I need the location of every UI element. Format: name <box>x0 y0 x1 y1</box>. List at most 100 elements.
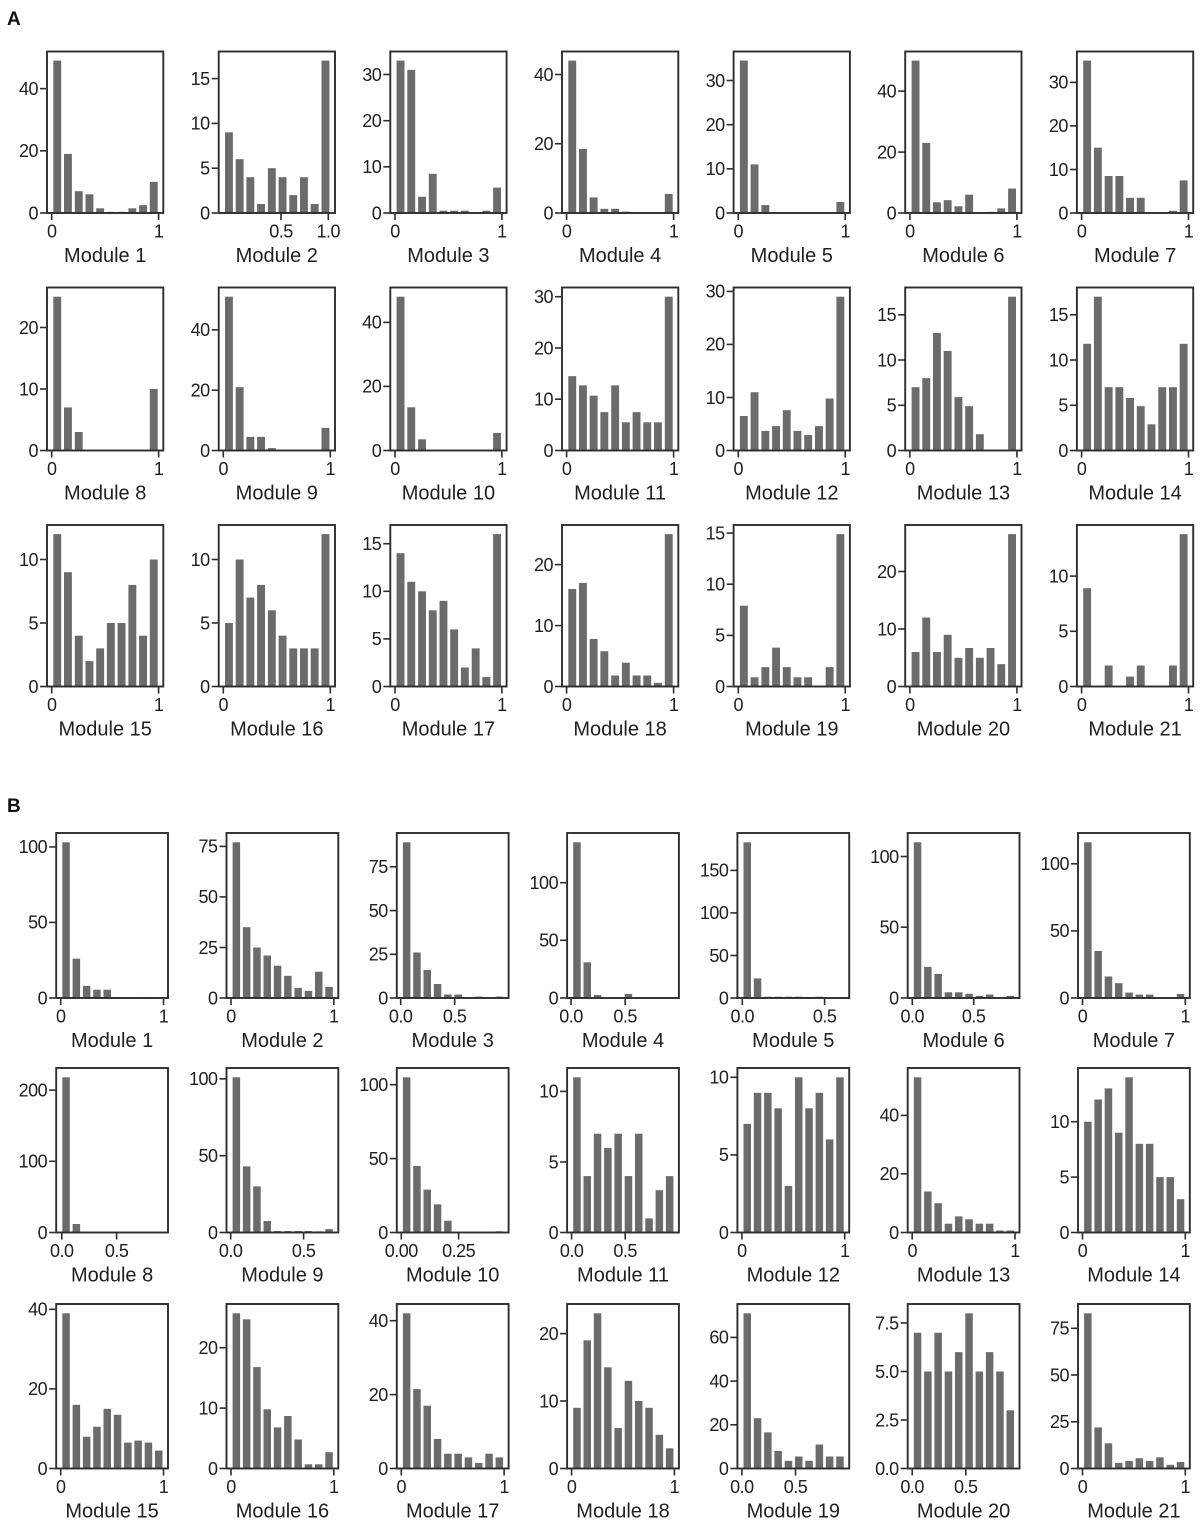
svg-text:0.5: 0.5 <box>962 1007 986 1027</box>
svg-text:40: 40 <box>191 320 211 340</box>
svg-text:0: 0 <box>219 695 229 715</box>
svg-text:0: 0 <box>38 988 48 1008</box>
svg-text:50: 50 <box>709 946 729 966</box>
svg-text:100: 100 <box>530 873 559 893</box>
svg-text:1: 1 <box>1184 459 1194 479</box>
svg-text:0: 0 <box>56 1007 66 1027</box>
svg-text:75: 75 <box>198 837 218 857</box>
svg-text:0: 0 <box>1058 677 1068 697</box>
svg-text:20: 20 <box>877 562 897 582</box>
svg-text:0.0: 0.0 <box>219 1241 243 1261</box>
svg-text:Module 19: Module 19 <box>747 1501 840 1523</box>
svg-text:1: 1 <box>154 459 164 479</box>
svg-text:100: 100 <box>19 1152 48 1172</box>
svg-text:0: 0 <box>549 1223 559 1243</box>
svg-text:15: 15 <box>191 69 211 89</box>
svg-text:Module 17: Module 17 <box>402 719 495 741</box>
svg-text:0: 0 <box>887 441 897 461</box>
svg-text:0.0: 0.0 <box>731 1007 755 1027</box>
svg-text:0: 0 <box>734 222 744 242</box>
svg-text:Module 9: Module 9 <box>241 1265 323 1287</box>
svg-text:10: 10 <box>709 1068 729 1088</box>
svg-text:10: 10 <box>191 550 211 570</box>
svg-text:Module 5: Module 5 <box>751 245 833 267</box>
svg-text:Module 1: Module 1 <box>64 245 146 267</box>
svg-text:Module 1: Module 1 <box>71 1030 153 1052</box>
svg-text:15: 15 <box>1049 305 1069 325</box>
svg-text:0.0: 0.0 <box>559 1007 583 1027</box>
svg-text:0: 0 <box>543 441 553 461</box>
svg-text:0: 0 <box>905 695 915 715</box>
svg-text:15: 15 <box>706 523 726 543</box>
svg-text:0.5: 0.5 <box>443 1007 467 1027</box>
svg-text:100: 100 <box>870 847 899 867</box>
svg-text:25: 25 <box>198 938 218 958</box>
svg-text:1: 1 <box>840 222 850 242</box>
svg-text:0: 0 <box>889 1223 899 1243</box>
svg-text:0.0: 0.0 <box>389 1007 413 1027</box>
svg-text:0: 0 <box>549 1459 559 1479</box>
svg-text:20: 20 <box>709 1415 729 1435</box>
svg-text:10: 10 <box>362 582 382 602</box>
svg-text:0: 0 <box>47 222 57 242</box>
svg-text:0: 0 <box>47 459 57 479</box>
svg-text:0: 0 <box>378 1459 388 1479</box>
svg-text:0: 0 <box>47 695 57 715</box>
svg-text:100: 100 <box>700 903 729 923</box>
svg-text:0: 0 <box>200 203 210 223</box>
svg-text:1.0: 1.0 <box>317 222 341 242</box>
svg-text:5: 5 <box>719 1145 729 1165</box>
svg-text:0: 0 <box>38 1223 48 1243</box>
svg-text:0: 0 <box>200 677 210 697</box>
svg-text:50: 50 <box>369 1149 389 1169</box>
svg-text:0: 0 <box>887 677 897 697</box>
svg-text:Module 6: Module 6 <box>922 1030 1004 1052</box>
svg-text:0: 0 <box>219 459 229 479</box>
svg-text:1: 1 <box>159 1477 169 1497</box>
svg-text:10: 10 <box>877 350 897 370</box>
svg-text:1: 1 <box>1181 1241 1191 1261</box>
svg-text:0: 0 <box>1077 459 1087 479</box>
svg-text:25: 25 <box>1050 1412 1070 1432</box>
svg-text:5: 5 <box>1059 1167 1069 1187</box>
svg-text:5: 5 <box>1058 622 1068 642</box>
svg-text:Module 17: Module 17 <box>406 1501 499 1523</box>
svg-text:1: 1 <box>840 1241 850 1261</box>
svg-text:0: 0 <box>226 1007 236 1027</box>
svg-text:20: 20 <box>362 377 382 397</box>
svg-text:Module 9: Module 9 <box>236 483 318 505</box>
svg-text:50: 50 <box>880 918 900 938</box>
svg-text:20: 20 <box>877 142 897 162</box>
svg-text:0: 0 <box>1078 1241 1088 1261</box>
svg-text:5: 5 <box>200 613 210 633</box>
svg-text:60: 60 <box>709 1328 729 1348</box>
svg-text:0: 0 <box>889 988 899 1008</box>
svg-text:0.5: 0.5 <box>269 222 293 242</box>
svg-text:0.00: 0.00 <box>385 1241 419 1261</box>
svg-text:0.5: 0.5 <box>613 1007 637 1027</box>
svg-text:0: 0 <box>715 441 725 461</box>
svg-text:B: B <box>7 796 21 817</box>
svg-text:1: 1 <box>1012 222 1022 242</box>
svg-text:50: 50 <box>539 931 559 951</box>
svg-text:0: 0 <box>549 988 559 1008</box>
svg-text:40: 40 <box>880 1106 900 1126</box>
svg-text:Module 8: Module 8 <box>64 483 146 505</box>
svg-text:0: 0 <box>567 1477 577 1497</box>
svg-text:Module 12: Module 12 <box>745 483 838 505</box>
svg-text:10: 10 <box>191 114 211 134</box>
svg-text:20: 20 <box>362 111 382 131</box>
svg-text:100: 100 <box>359 1075 388 1095</box>
svg-text:Module 18: Module 18 <box>576 1501 669 1523</box>
svg-text:20: 20 <box>1049 116 1069 136</box>
svg-text:200: 200 <box>19 1080 48 1100</box>
svg-text:10: 10 <box>1049 566 1069 586</box>
svg-text:0: 0 <box>734 459 744 479</box>
svg-text:0: 0 <box>378 1223 388 1243</box>
svg-text:1: 1 <box>329 1007 339 1027</box>
svg-text:Module 11: Module 11 <box>574 483 666 505</box>
svg-text:0.5: 0.5 <box>784 1477 808 1497</box>
svg-text:10: 10 <box>539 1082 559 1102</box>
svg-text:0: 0 <box>1077 222 1087 242</box>
svg-text:Module 16: Module 16 <box>236 1501 329 1523</box>
